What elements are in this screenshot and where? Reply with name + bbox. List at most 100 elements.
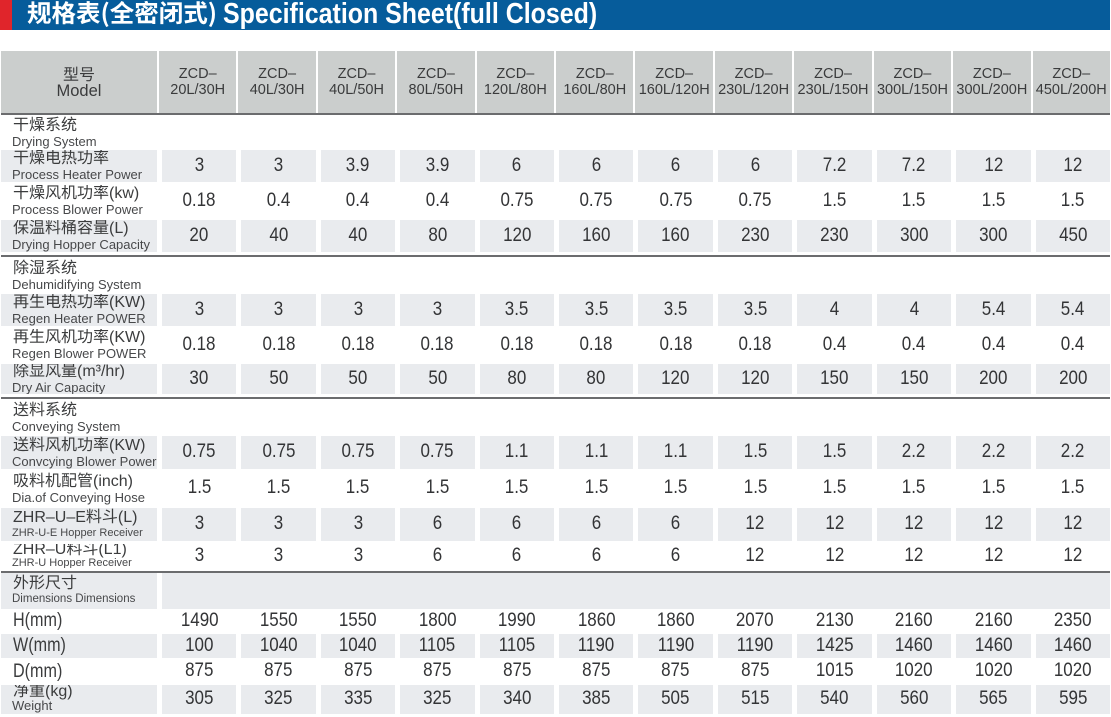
value-text: 6	[432, 512, 443, 534]
value-text: 1800	[418, 608, 457, 631]
value-text: 1.5	[663, 476, 688, 498]
value-text: 2.2	[902, 440, 926, 462]
value-text: 1460	[974, 633, 1013, 656]
value-text: 565	[979, 687, 1008, 709]
value-text: 0.75	[420, 440, 454, 462]
value-text: 1.5	[981, 476, 1006, 498]
value-cell: 12	[951, 544, 1030, 568]
value-text: 100	[185, 633, 214, 656]
value-text: 1190	[736, 633, 774, 656]
value-cell: 6	[712, 150, 793, 182]
value-cell: 0.75	[554, 185, 633, 217]
value-text: 0.18	[420, 332, 454, 355]
value-text: 6	[432, 543, 443, 566]
row-label-zh: 净重(kg)	[13, 685, 73, 701]
row-label-en: Regen Blower POWER	[12, 346, 147, 361]
value-text: 20	[189, 223, 209, 246]
value-text: 0.4	[425, 188, 450, 211]
value-text: 325	[423, 687, 452, 709]
value-text: 1.5	[743, 440, 767, 462]
value-text: 0.18	[738, 332, 772, 355]
value-cell: 0.18	[474, 329, 554, 361]
value-cell: 2070	[712, 609, 792, 633]
value-cell: 120	[474, 220, 555, 252]
value-cell: 340	[474, 685, 555, 714]
value-cell: 1.5	[474, 472, 554, 505]
value-cell: 200	[951, 364, 1031, 394]
value-text: 2160	[895, 608, 933, 631]
value-text: 160	[661, 223, 690, 246]
section-row: 送料系统 Conveying System	[1, 397, 1110, 436]
model-prefix: ZCD–	[575, 66, 614, 82]
value-text: 2350	[1053, 608, 1092, 631]
value-text: 120	[661, 366, 690, 389]
value-text: 2130	[815, 608, 854, 631]
row-label-zh: 干燥风机功率(kw)	[13, 185, 140, 203]
value-text: 3	[194, 543, 204, 566]
value-cell: 0.4	[1030, 329, 1110, 361]
value-text: 3	[273, 153, 284, 176]
value-cell: 120	[712, 364, 793, 394]
row-label-zh: ZHR–U–E料斗(L)	[13, 508, 138, 526]
value-text: 120	[740, 366, 770, 389]
specification-table: 型号 Model ZCD– 20L/30H ZCD– 40L/30H ZCD– 40L/5…	[1, 51, 1110, 717]
row-label: 送料风机功率(KW) Convcying Blower Power	[1, 436, 157, 469]
section-label: 干燥系统 Drying System	[1, 115, 157, 150]
value-text: 335	[343, 687, 373, 709]
value-text: 0.75	[579, 188, 613, 211]
value-text: 875	[661, 659, 690, 681]
value-cell: 1190	[712, 633, 793, 658]
row-label-zh: W(mm)	[13, 635, 66, 656]
value-cell: 0.18	[633, 329, 712, 361]
value-cell: 1.5	[1030, 185, 1110, 217]
value-cell: 150	[792, 364, 872, 394]
model-prefix: ZCD–	[178, 66, 217, 82]
value-text: 1.5	[425, 476, 450, 498]
value-cell: 0.75	[315, 436, 396, 469]
section-label: 除湿系统 Dehumidifying System	[1, 257, 157, 294]
model-size: 300L/200H	[956, 82, 1028, 98]
spec-row: 干燥电热功率 Process Heater Power 3 3 3.9 3.9 6 6 6 6 7.…	[1, 150, 1110, 185]
row-label: ZHR–U–E料斗(L) ZHR-U-E Hopper Receiver	[1, 508, 157, 541]
value-cell: 1015	[792, 659, 871, 684]
value-text: 3.5	[584, 297, 609, 320]
value-text: 1.1	[505, 440, 529, 462]
value-text: 560	[899, 687, 929, 709]
value-cell: 875	[315, 659, 395, 684]
model-size: 230L/120H	[718, 82, 790, 98]
value-text: 12	[904, 543, 924, 566]
row-label-zh: 送料风机功率(KW)	[13, 436, 146, 454]
value-text: 80	[507, 366, 527, 389]
value-cell: 1190	[633, 634, 713, 658]
spec-row: 送料风机功率(KW) Convcying Blower Power 0.75 0.75…	[1, 436, 1110, 472]
row-label-en: ZHR-U-E Hopper Receiver	[12, 526, 143, 539]
section-title-en: Drying System	[12, 133, 97, 149]
value-text: 1.1	[584, 440, 609, 462]
value-text: 6	[512, 512, 522, 534]
value-cell: 0.4	[395, 185, 474, 217]
value-text: 325	[264, 687, 293, 709]
value-text: 3.5	[663, 297, 688, 320]
model-prefix: ZCD–	[1052, 66, 1091, 82]
row-label-zh: 干燥电热功率	[13, 150, 110, 168]
model-size: 160L/80H	[563, 82, 627, 98]
model-header-450L/200H: ZCD– 450L/200H	[1030, 51, 1110, 113]
value-text: 875	[740, 659, 770, 681]
table-header-row: 型号 Model ZCD– 20L/30H ZCD– 40L/30H ZCD– 40L/5…	[1, 51, 1110, 115]
row-label-en: Process Blower Power	[12, 202, 143, 217]
value-cell: 0.18	[712, 329, 792, 361]
value-text: 3	[353, 297, 363, 320]
value-cell: 12	[1030, 544, 1110, 568]
value-text: 1.5	[187, 476, 211, 498]
value-cell: 3.9	[315, 150, 396, 182]
value-cell: 2130	[792, 609, 871, 633]
value-text: 1.5	[902, 188, 926, 211]
value-text: 1.5	[902, 476, 926, 498]
value-cell: 1550	[236, 609, 315, 633]
value-cell: 1860	[633, 609, 712, 633]
value-cell: 1040	[315, 634, 396, 658]
value-text: 0.18	[500, 332, 534, 355]
value-cell: 20	[157, 220, 237, 252]
value-text: 1105	[419, 633, 456, 656]
